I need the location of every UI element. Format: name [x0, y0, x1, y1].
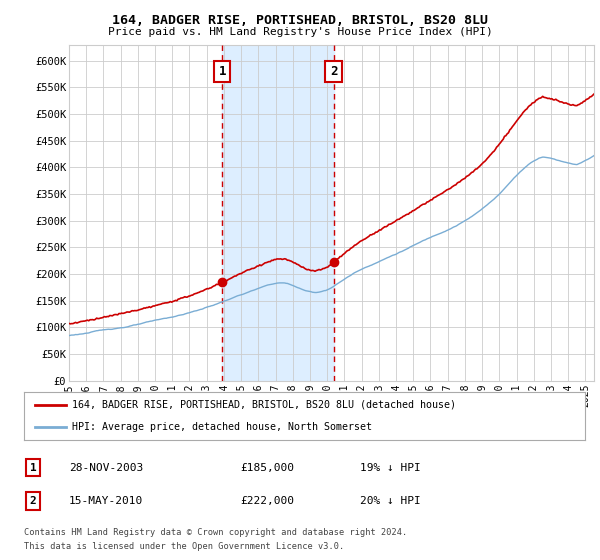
Text: £185,000: £185,000	[240, 463, 294, 473]
Text: 19% ↓ HPI: 19% ↓ HPI	[360, 463, 421, 473]
Text: 2: 2	[330, 65, 337, 78]
Text: 28-NOV-2003: 28-NOV-2003	[69, 463, 143, 473]
Text: Contains HM Land Registry data © Crown copyright and database right 2024.: Contains HM Land Registry data © Crown c…	[24, 528, 407, 536]
Text: 15-MAY-2010: 15-MAY-2010	[69, 496, 143, 506]
Text: Price paid vs. HM Land Registry's House Price Index (HPI): Price paid vs. HM Land Registry's House …	[107, 27, 493, 37]
Text: 164, BADGER RISE, PORTISHEAD, BRISTOL, BS20 8LU (detached house): 164, BADGER RISE, PORTISHEAD, BRISTOL, B…	[71, 400, 455, 410]
Text: 1: 1	[29, 463, 37, 473]
Text: 1: 1	[218, 65, 226, 78]
Text: This data is licensed under the Open Government Licence v3.0.: This data is licensed under the Open Gov…	[24, 542, 344, 551]
Text: 20% ↓ HPI: 20% ↓ HPI	[360, 496, 421, 506]
Bar	[223, 45, 334, 381]
Text: 2: 2	[29, 496, 37, 506]
Text: HPI: Average price, detached house, North Somerset: HPI: Average price, detached house, Nort…	[71, 422, 371, 432]
Text: 164, BADGER RISE, PORTISHEAD, BRISTOL, BS20 8LU: 164, BADGER RISE, PORTISHEAD, BRISTOL, B…	[112, 14, 488, 27]
Text: £222,000: £222,000	[240, 496, 294, 506]
